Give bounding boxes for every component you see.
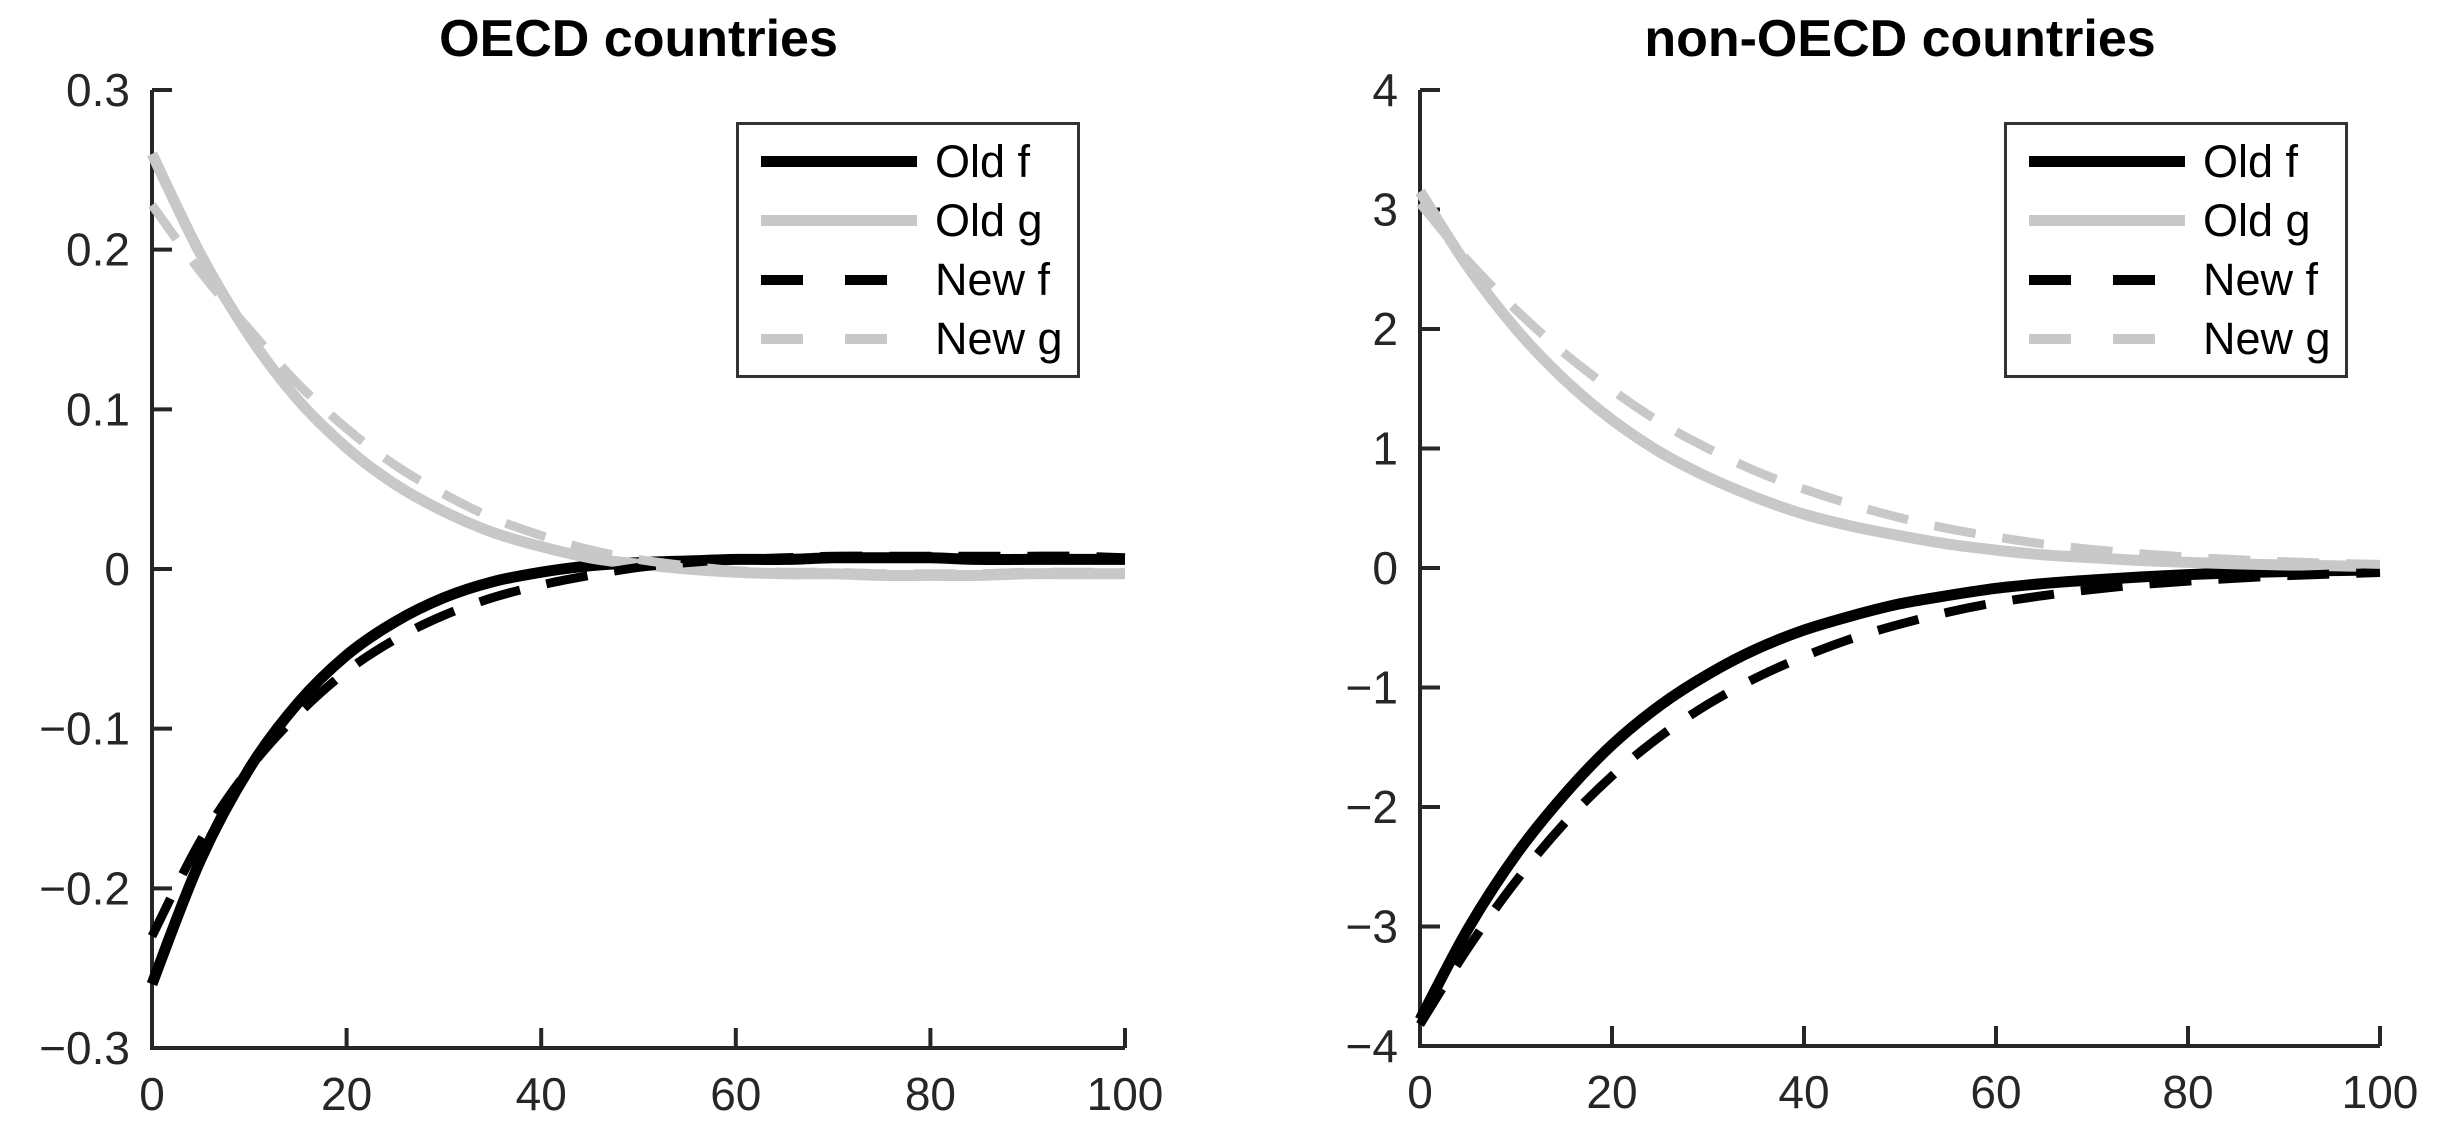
svg-text:−4: −4 xyxy=(1346,1020,1398,1072)
svg-text:3: 3 xyxy=(1372,184,1398,236)
svg-text:40: 40 xyxy=(516,1068,567,1120)
legend-label-new-f: New f xyxy=(935,253,1051,305)
legend-line-solid-black-icon xyxy=(2029,156,2185,167)
svg-text:0.3: 0.3 xyxy=(66,64,130,116)
legend-label-old-g: Old g xyxy=(935,194,1043,246)
svg-text:20: 20 xyxy=(321,1068,372,1120)
legend-line-dashed-black-icon xyxy=(761,274,917,285)
legend-right: Old f Old g New f New g xyxy=(2004,122,2348,378)
legend-item-new-f: New f xyxy=(2029,250,2345,309)
legend-label-old-f: Old f xyxy=(935,135,1031,187)
svg-text:0: 0 xyxy=(1372,542,1398,594)
svg-text:80: 80 xyxy=(2162,1066,2213,1118)
svg-text:60: 60 xyxy=(710,1068,761,1120)
legend-line-solid-gray-icon xyxy=(2029,215,2185,226)
legend-item-old-f: Old f xyxy=(2029,132,2345,191)
legend-line-dashed-black-icon xyxy=(2029,274,2185,285)
legend-item-old-f: Old f xyxy=(761,132,1077,191)
svg-text:0.1: 0.1 xyxy=(66,383,130,435)
legend-label-new-f: New f xyxy=(2203,253,2319,305)
svg-text:0.2: 0.2 xyxy=(66,224,130,276)
svg-text:−1: −1 xyxy=(1346,662,1398,714)
svg-text:−0.2: −0.2 xyxy=(39,862,130,914)
svg-text:−3: −3 xyxy=(1346,901,1398,953)
legend-label-old-g: Old g xyxy=(2203,194,2311,246)
legend-label-new-g: New g xyxy=(935,312,1063,364)
svg-text:4: 4 xyxy=(1372,64,1398,116)
svg-text:−0.3: −0.3 xyxy=(39,1022,130,1074)
svg-text:0: 0 xyxy=(139,1068,165,1120)
legend-item-new-f: New f xyxy=(761,250,1077,309)
legend-item-new-g: New g xyxy=(2029,309,2345,368)
svg-text:0: 0 xyxy=(104,543,130,595)
legend-label-old-f: Old f xyxy=(2203,135,2299,187)
svg-text:2: 2 xyxy=(1372,303,1398,355)
legend-item-new-g: New g xyxy=(761,309,1077,368)
legend-line-dashed-gray-icon xyxy=(2029,333,2185,344)
svg-text:100: 100 xyxy=(1087,1068,1164,1120)
panel-title-non-oecd: non-OECD countries xyxy=(1644,10,2156,68)
svg-text:−2: −2 xyxy=(1346,781,1398,833)
svg-text:80: 80 xyxy=(905,1068,956,1120)
legend-left: Old f Old g New f New g xyxy=(736,122,1080,378)
legend-line-dashed-gray-icon xyxy=(761,333,917,344)
legend-line-solid-black-icon xyxy=(761,156,917,167)
legend-item-old-g: Old g xyxy=(761,191,1077,250)
svg-text:60: 60 xyxy=(1970,1066,2021,1118)
legend-line-solid-gray-icon xyxy=(761,215,917,226)
legend-label-new-g: New g xyxy=(2203,312,2331,364)
legend-item-old-g: Old g xyxy=(2029,191,2345,250)
svg-text:−0.1: −0.1 xyxy=(39,703,130,755)
panel-title-oecd: OECD countries xyxy=(439,10,838,68)
svg-text:100: 100 xyxy=(2342,1066,2419,1118)
svg-text:1: 1 xyxy=(1372,423,1398,475)
svg-text:20: 20 xyxy=(1586,1066,1637,1118)
svg-text:0: 0 xyxy=(1407,1066,1433,1118)
svg-text:40: 40 xyxy=(1778,1066,1829,1118)
